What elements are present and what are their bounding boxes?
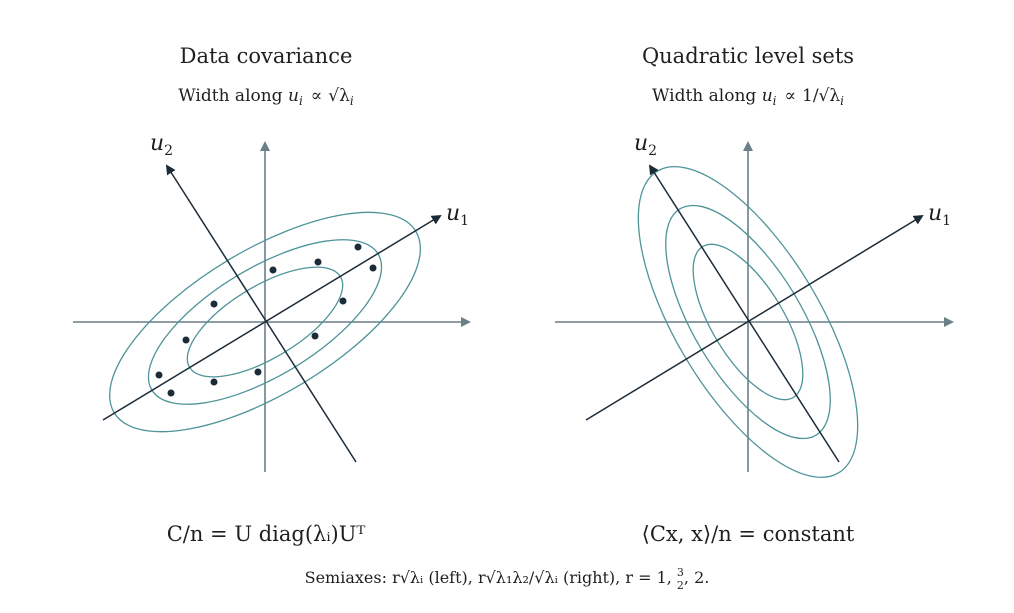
data-point: [354, 243, 362, 251]
caption: Semiaxes: r√λᵢ (left), r√λ₁λ₂/√λᵢ (right…: [305, 566, 710, 592]
data-point: [311, 332, 319, 340]
caption-frac-num: 3: [677, 566, 684, 579]
data-point: [182, 336, 190, 344]
right-subtitle-var: u: [762, 86, 773, 106]
left-formula: C/n = U diag(λᵢ)Uᵀ: [167, 522, 366, 546]
right-formula: ⟨Cx, x⟩/n = constant: [642, 522, 855, 546]
left-subtitle-prefix: Width along: [178, 86, 288, 106]
right-u2-axis: [648, 164, 840, 463]
data-point: [369, 264, 377, 272]
left-subtitle-rel: ∝: [311, 86, 323, 106]
left-panel: Data covariance Width along ui ∝ √λi u1 u2: [73, 44, 471, 546]
right-panel: Quadratic level sets Width along ui ∝ 1/√λ…: [555, 44, 954, 546]
right-title: Quadratic level sets: [642, 44, 854, 68]
left-data-points: [155, 243, 377, 397]
caption-frac-den: 2: [677, 579, 684, 592]
left-u2-label: u2: [150, 131, 173, 159]
left-subtitle-expr-sub: i: [350, 94, 354, 108]
data-point: [269, 266, 277, 274]
right-u1-axis: [585, 214, 924, 421]
data-point: [155, 371, 163, 379]
data-point: [314, 258, 322, 266]
data-point: [210, 300, 218, 308]
right-subtitle: Width along ui ∝ 1/√λi: [652, 86, 844, 108]
right-subtitle-sub: i: [773, 94, 777, 108]
caption-tail: , 2.: [684, 568, 709, 587]
data-point: [167, 389, 175, 397]
left-u1-axis: [102, 214, 442, 421]
caption-r-values: r = 1,: [625, 568, 677, 587]
left-subtitle: Width along ui ∝ √λi: [178, 86, 354, 108]
right-subtitle-expr: 1/√λ: [802, 86, 840, 106]
right-u1-label: u1: [928, 201, 951, 229]
right-subtitle-expr-sub: i: [840, 94, 844, 108]
data-point: [339, 297, 347, 305]
left-subtitle-sub: i: [299, 94, 303, 108]
right-subtitle-rel: ∝: [785, 86, 797, 106]
left-subtitle-expr: √λ: [328, 86, 350, 106]
left-u1-label: u1: [446, 201, 469, 229]
right-u2-label: u2: [634, 131, 657, 159]
left-u2-axis: [165, 164, 357, 463]
caption-left-note: (left),: [423, 568, 478, 587]
right-subtitle-prefix: Width along: [652, 86, 762, 106]
caption-right-note: (right),: [558, 568, 625, 587]
caption-prefix: Semiaxes:: [305, 568, 392, 587]
left-subtitle-var: u: [288, 86, 299, 106]
left-title: Data covariance: [180, 44, 353, 68]
caption-left-expr: r√λᵢ: [392, 568, 423, 587]
data-point: [210, 378, 218, 386]
data-point: [254, 368, 262, 376]
caption-right-expr: r√λ₁λ₂/√λᵢ: [478, 568, 558, 587]
